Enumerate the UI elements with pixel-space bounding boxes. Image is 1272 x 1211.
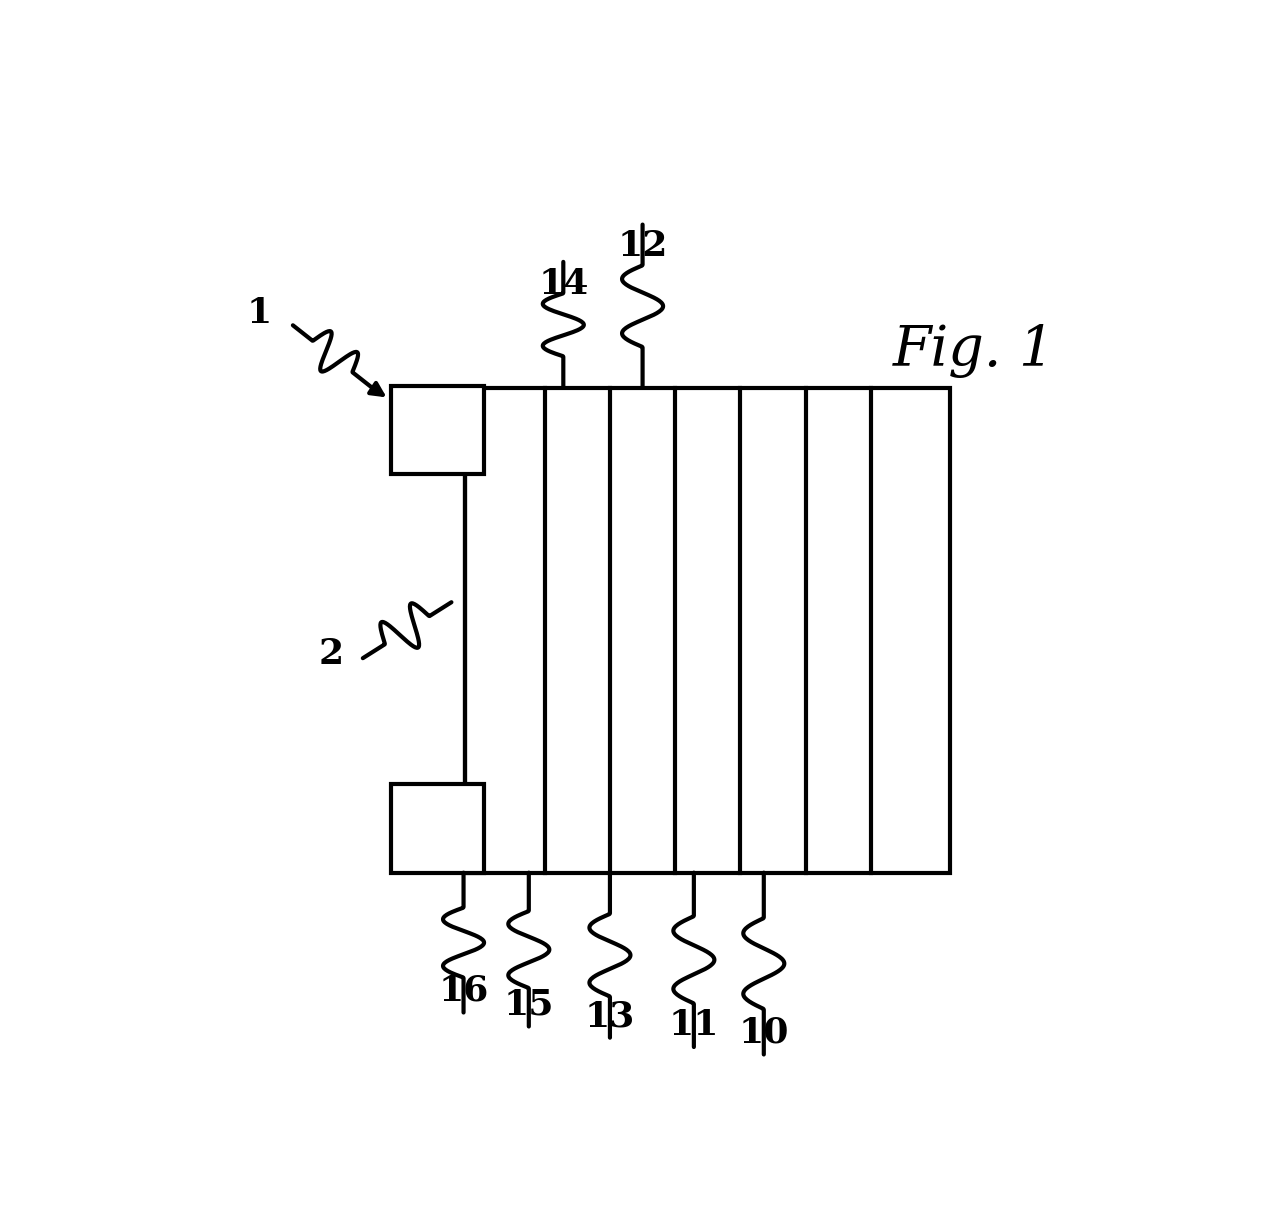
Bar: [391, 386, 485, 475]
Text: 1: 1: [247, 297, 271, 331]
Text: 13: 13: [585, 999, 635, 1033]
Bar: [466, 388, 950, 873]
Text: 2: 2: [319, 637, 345, 671]
Text: 10: 10: [739, 1016, 789, 1050]
Text: 11: 11: [669, 1009, 719, 1043]
Text: 15: 15: [504, 988, 555, 1022]
Text: Fig. 1: Fig. 1: [893, 323, 1054, 378]
Text: 14: 14: [538, 266, 589, 300]
Text: 16: 16: [439, 974, 488, 1008]
Text: 12: 12: [617, 229, 668, 263]
Bar: [391, 784, 485, 873]
